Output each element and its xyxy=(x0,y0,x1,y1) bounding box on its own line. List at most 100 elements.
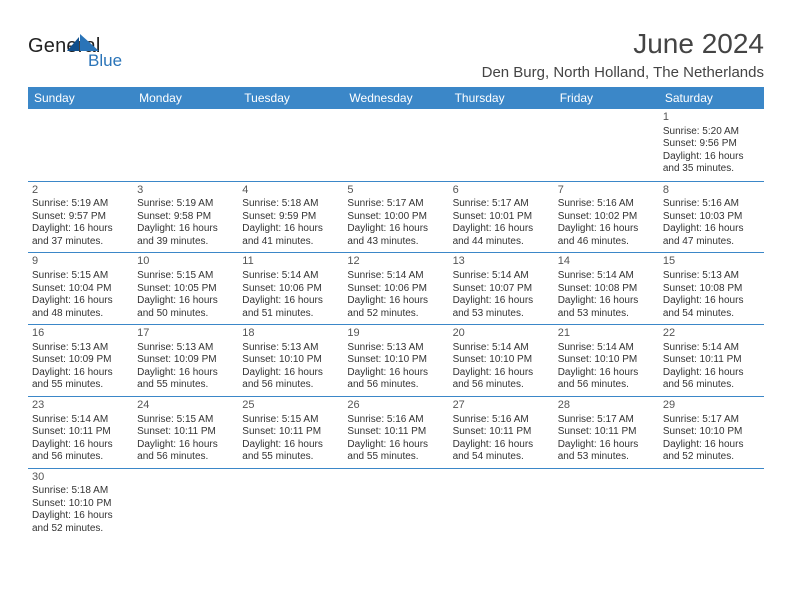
daylight-text: Daylight: 16 hours and 53 minutes. xyxy=(558,295,655,320)
weekday-header: Tuesday xyxy=(238,87,343,109)
daylight-text: Daylight: 16 hours and 56 minutes. xyxy=(558,367,655,392)
daylight-text: Daylight: 16 hours and 35 minutes. xyxy=(663,151,760,176)
sunrise-text: Sunrise: 5:13 AM xyxy=(137,342,234,355)
sunset-text: Sunset: 10:02 PM xyxy=(558,211,655,224)
weekday-header: Sunday xyxy=(28,87,133,109)
calendar-day-cell: 16Sunrise: 5:13 AMSunset: 10:09 PMDaylig… xyxy=(28,325,133,397)
calendar-empty-cell xyxy=(133,468,238,539)
sunset-text: Sunset: 10:05 PM xyxy=(137,283,234,296)
sunset-text: Sunset: 10:10 PM xyxy=(453,354,550,367)
daylight-text: Daylight: 16 hours and 39 minutes. xyxy=(137,223,234,248)
daylight-text: Daylight: 16 hours and 52 minutes. xyxy=(32,510,129,535)
calendar-day-cell: 13Sunrise: 5:14 AMSunset: 10:07 PMDaylig… xyxy=(449,253,554,325)
day-number: 23 xyxy=(32,399,129,413)
sunrise-text: Sunrise: 5:17 AM xyxy=(453,198,550,211)
sunrise-text: Sunrise: 5:19 AM xyxy=(137,198,234,211)
calendar-day-cell: 26Sunrise: 5:16 AMSunset: 10:11 PMDaylig… xyxy=(343,396,448,468)
sunrise-text: Sunrise: 5:13 AM xyxy=(663,270,760,283)
day-number: 29 xyxy=(663,399,760,413)
calendar-day-cell: 4Sunrise: 5:18 AMSunset: 9:59 PMDaylight… xyxy=(238,181,343,253)
calendar-week-row: 1Sunrise: 5:20 AMSunset: 9:56 PMDaylight… xyxy=(28,109,764,181)
day-number: 15 xyxy=(663,255,760,269)
day-number: 24 xyxy=(137,399,234,413)
sunrise-text: Sunrise: 5:14 AM xyxy=(453,342,550,355)
calendar-day-cell: 12Sunrise: 5:14 AMSunset: 10:06 PMDaylig… xyxy=(343,253,448,325)
sunrise-text: Sunrise: 5:15 AM xyxy=(137,270,234,283)
calendar-empty-cell xyxy=(554,468,659,539)
sunset-text: Sunset: 10:11 PM xyxy=(242,426,339,439)
weekday-header-row: Sunday Monday Tuesday Wednesday Thursday… xyxy=(28,87,764,109)
sunset-text: Sunset: 10:10 PM xyxy=(32,498,129,511)
sunrise-text: Sunrise: 5:14 AM xyxy=(453,270,550,283)
sunrise-text: Sunrise: 5:18 AM xyxy=(32,485,129,498)
sunset-text: Sunset: 10:04 PM xyxy=(32,283,129,296)
sunrise-text: Sunrise: 5:14 AM xyxy=(663,342,760,355)
day-number: 19 xyxy=(347,327,444,341)
sunrise-text: Sunrise: 5:16 AM xyxy=(558,198,655,211)
day-number: 16 xyxy=(32,327,129,341)
sunrise-text: Sunrise: 5:17 AM xyxy=(347,198,444,211)
daylight-text: Daylight: 16 hours and 37 minutes. xyxy=(32,223,129,248)
sunset-text: Sunset: 10:06 PM xyxy=(347,283,444,296)
day-number: 28 xyxy=(558,399,655,413)
calendar-empty-cell xyxy=(554,109,659,181)
sunset-text: Sunset: 10:00 PM xyxy=(347,211,444,224)
sunset-text: Sunset: 10:09 PM xyxy=(137,354,234,367)
sunrise-text: Sunrise: 5:14 AM xyxy=(32,414,129,427)
sunset-text: Sunset: 10:10 PM xyxy=(558,354,655,367)
title-block: June 2024 Den Burg, North Holland, The N… xyxy=(482,28,764,81)
sunrise-text: Sunrise: 5:18 AM xyxy=(242,198,339,211)
calendar-empty-cell xyxy=(238,468,343,539)
calendar-empty-cell xyxy=(343,468,448,539)
day-number: 13 xyxy=(453,255,550,269)
daylight-text: Daylight: 16 hours and 55 minutes. xyxy=(242,439,339,464)
day-number: 30 xyxy=(32,471,129,485)
sunrise-text: Sunrise: 5:19 AM xyxy=(32,198,129,211)
calendar-day-cell: 3Sunrise: 5:19 AMSunset: 9:58 PMDaylight… xyxy=(133,181,238,253)
daylight-text: Daylight: 16 hours and 43 minutes. xyxy=(347,223,444,248)
daylight-text: Daylight: 16 hours and 53 minutes. xyxy=(453,295,550,320)
sunset-text: Sunset: 10:07 PM xyxy=(453,283,550,296)
sunset-text: Sunset: 10:11 PM xyxy=(453,426,550,439)
calendar-empty-cell xyxy=(343,109,448,181)
day-number: 5 xyxy=(347,184,444,198)
daylight-text: Daylight: 16 hours and 55 minutes. xyxy=(347,439,444,464)
day-number: 12 xyxy=(347,255,444,269)
calendar-day-cell: 25Sunrise: 5:15 AMSunset: 10:11 PMDaylig… xyxy=(238,396,343,468)
calendar-day-cell: 10Sunrise: 5:15 AMSunset: 10:05 PMDaylig… xyxy=(133,253,238,325)
sunrise-text: Sunrise: 5:15 AM xyxy=(137,414,234,427)
daylight-text: Daylight: 16 hours and 52 minutes. xyxy=(663,439,760,464)
sunset-text: Sunset: 10:11 PM xyxy=(32,426,129,439)
day-number: 4 xyxy=(242,184,339,198)
daylight-text: Daylight: 16 hours and 56 minutes. xyxy=(663,367,760,392)
sunrise-text: Sunrise: 5:16 AM xyxy=(347,414,444,427)
calendar-day-cell: 5Sunrise: 5:17 AMSunset: 10:00 PMDayligh… xyxy=(343,181,448,253)
calendar-day-cell: 18Sunrise: 5:13 AMSunset: 10:10 PMDaylig… xyxy=(238,325,343,397)
daylight-text: Daylight: 16 hours and 56 minutes. xyxy=(453,367,550,392)
day-number: 10 xyxy=(137,255,234,269)
day-number: 22 xyxy=(663,327,760,341)
daylight-text: Daylight: 16 hours and 53 minutes. xyxy=(558,439,655,464)
brand-part2: Blue xyxy=(88,52,122,69)
day-number: 21 xyxy=(558,327,655,341)
calendar-day-cell: 1Sunrise: 5:20 AMSunset: 9:56 PMDaylight… xyxy=(659,109,764,181)
daylight-text: Daylight: 16 hours and 54 minutes. xyxy=(663,295,760,320)
sunrise-text: Sunrise: 5:13 AM xyxy=(32,342,129,355)
calendar-day-cell: 20Sunrise: 5:14 AMSunset: 10:10 PMDaylig… xyxy=(449,325,554,397)
calendar-day-cell: 17Sunrise: 5:13 AMSunset: 10:09 PMDaylig… xyxy=(133,325,238,397)
sunset-text: Sunset: 10:11 PM xyxy=(663,354,760,367)
calendar-day-cell: 27Sunrise: 5:16 AMSunset: 10:11 PMDaylig… xyxy=(449,396,554,468)
sunset-text: Sunset: 10:11 PM xyxy=(347,426,444,439)
calendar-empty-cell xyxy=(449,468,554,539)
sunset-text: Sunset: 10:08 PM xyxy=(558,283,655,296)
day-number: 7 xyxy=(558,184,655,198)
calendar-week-row: 30Sunrise: 5:18 AMSunset: 10:10 PMDaylig… xyxy=(28,468,764,539)
calendar-week-row: 9Sunrise: 5:15 AMSunset: 10:04 PMDayligh… xyxy=(28,253,764,325)
calendar-day-cell: 8Sunrise: 5:16 AMSunset: 10:03 PMDayligh… xyxy=(659,181,764,253)
day-number: 1 xyxy=(663,111,760,125)
calendar-day-cell: 19Sunrise: 5:13 AMSunset: 10:10 PMDaylig… xyxy=(343,325,448,397)
calendar-day-cell: 9Sunrise: 5:15 AMSunset: 10:04 PMDayligh… xyxy=(28,253,133,325)
sunset-text: Sunset: 9:58 PM xyxy=(137,211,234,224)
daylight-text: Daylight: 16 hours and 47 minutes. xyxy=(663,223,760,248)
day-number: 14 xyxy=(558,255,655,269)
